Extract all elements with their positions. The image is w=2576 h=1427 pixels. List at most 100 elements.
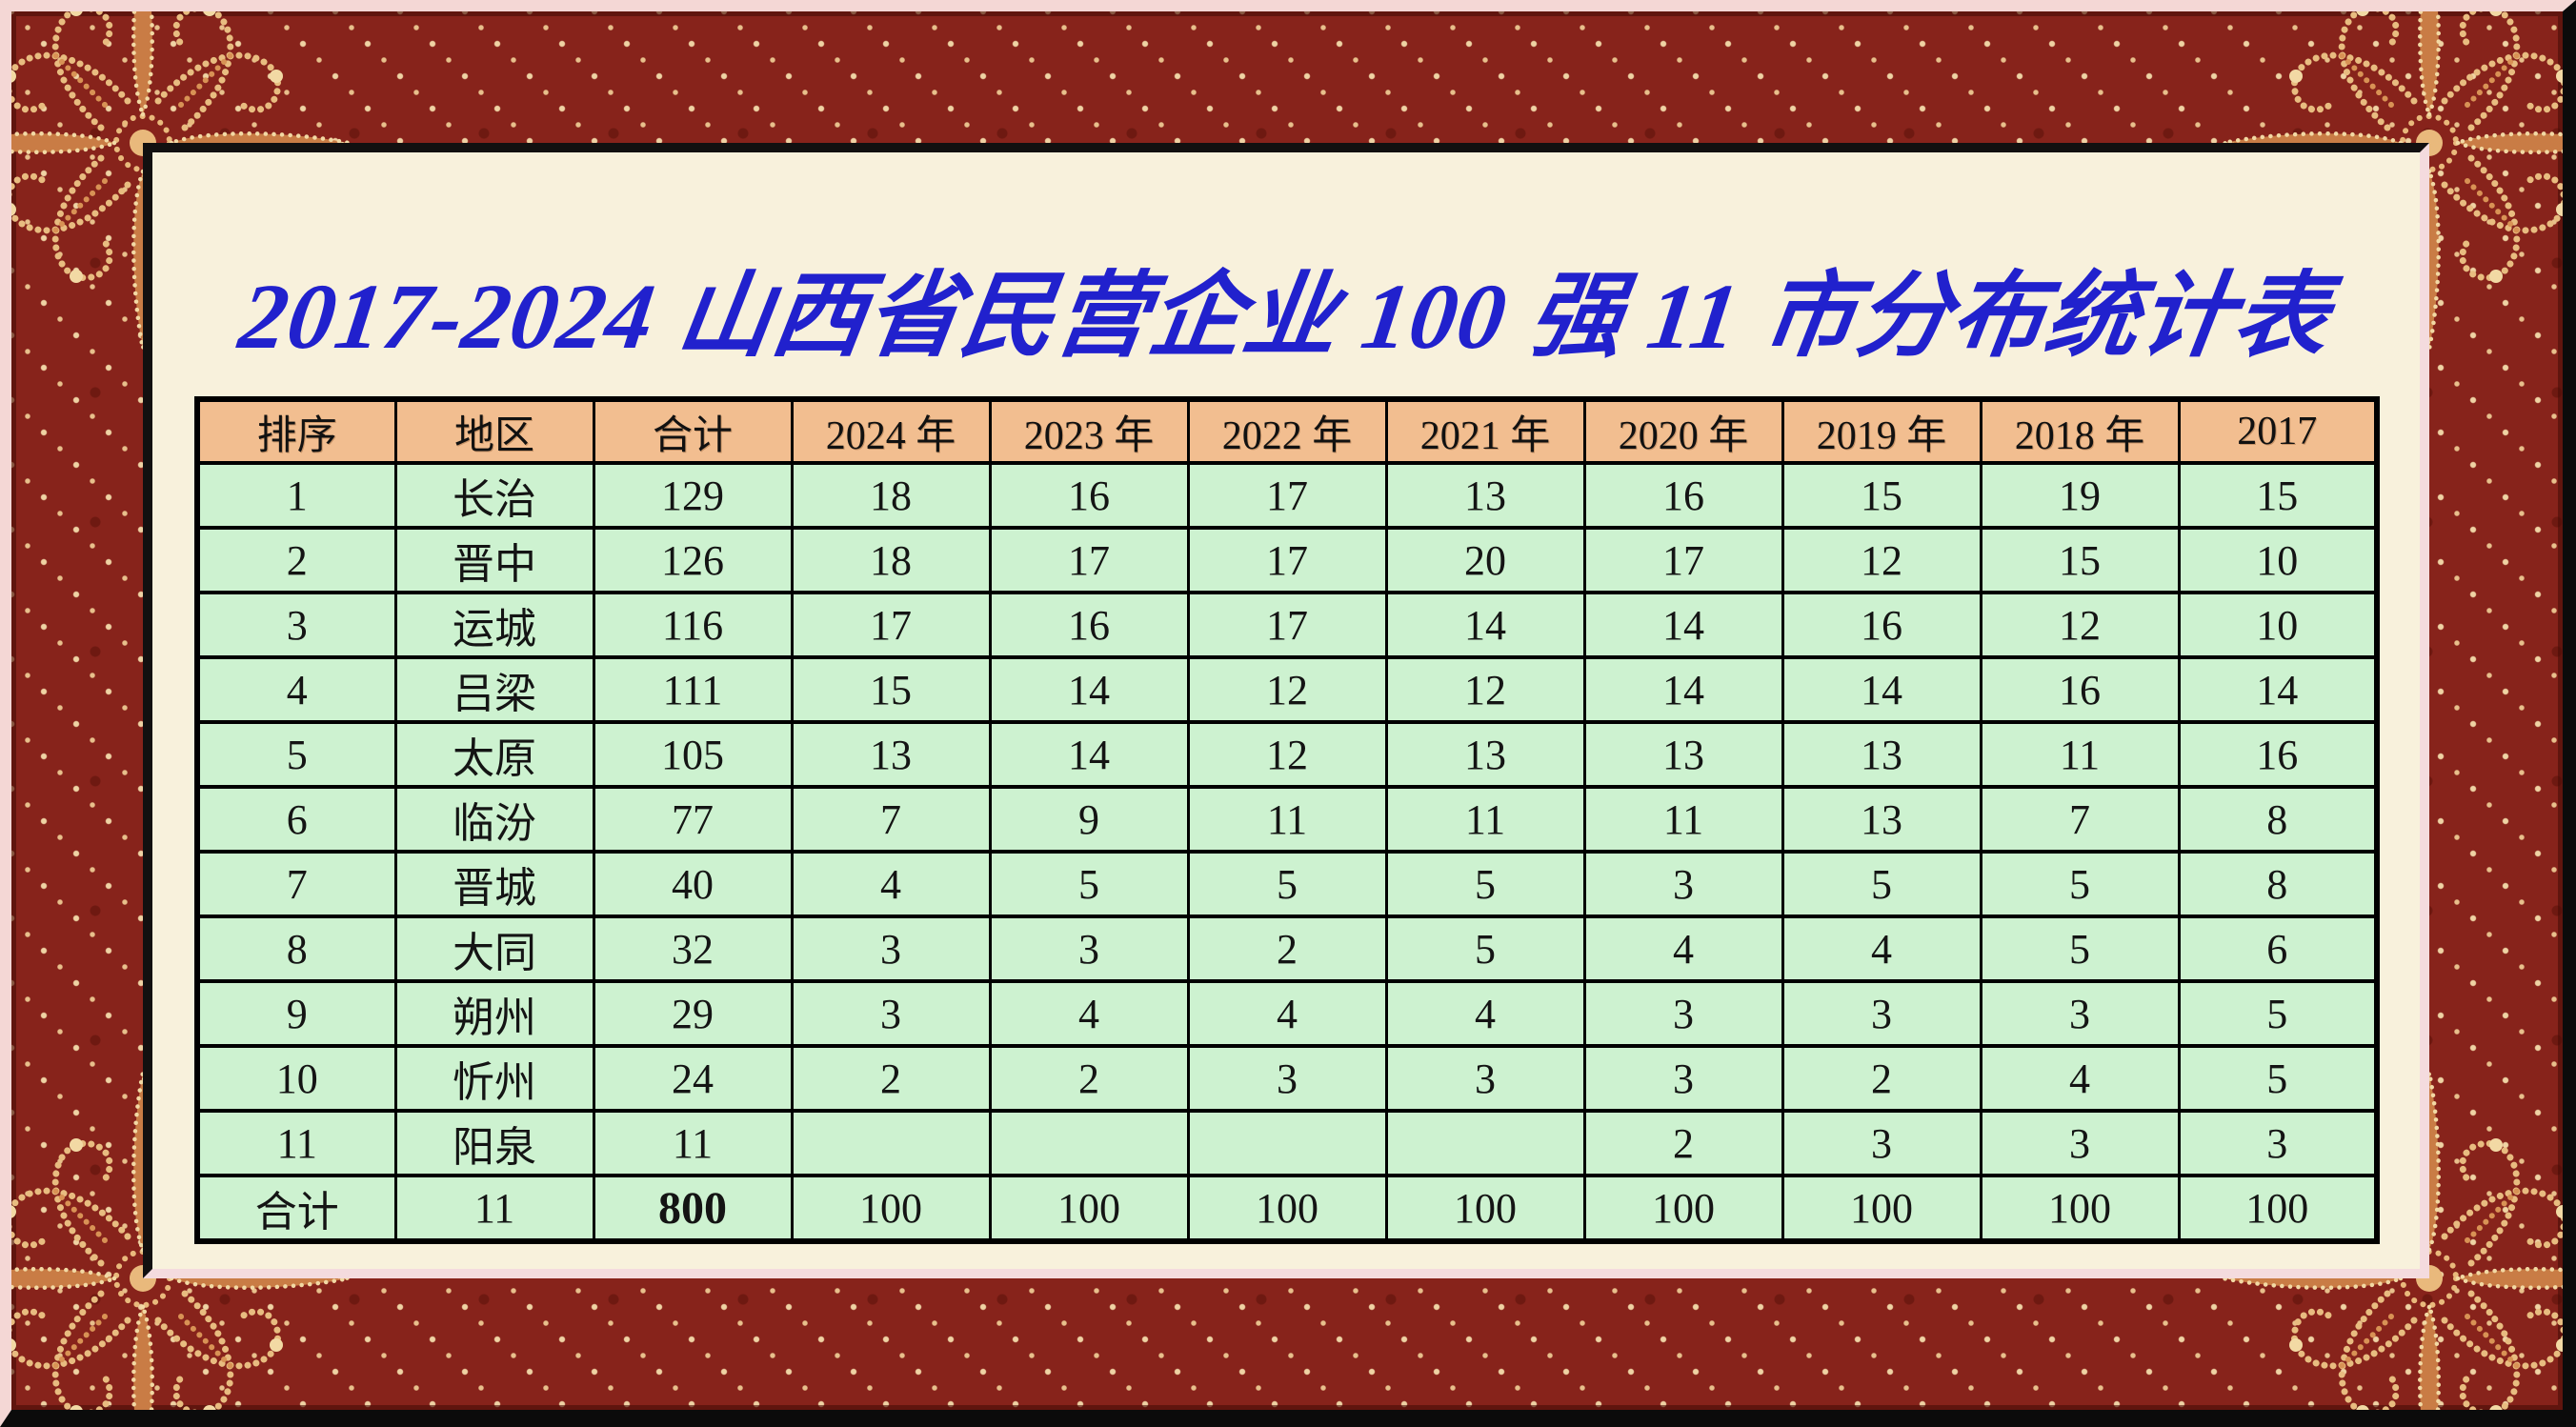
table-cell: 10 <box>2177 526 2379 594</box>
table-cell: 2 <box>988 1044 1190 1113</box>
table-cell: 6 <box>195 785 397 854</box>
table-cell: 3 <box>1186 1044 1388 1113</box>
table-cell: 11 <box>1979 720 2181 789</box>
table-cell: 16 <box>1979 655 2181 724</box>
table-row: 1 长治 129 18 16 17 13 16 15 19 15 <box>195 461 2379 530</box>
table-cell: 17 <box>790 591 992 659</box>
table-row: 6 临汾 77 7 9 11 11 11 13 7 8 <box>195 785 2379 854</box>
stats-table: 排序 地区 合计 2024 年 2023 年 2022 年 2021 年 2020 年 2019… <box>194 396 2380 1244</box>
table-cell: 4 <box>988 979 1190 1048</box>
table-cell: 100 <box>988 1174 1190 1243</box>
table-cell: 100 <box>790 1174 992 1243</box>
table-cell: 8 <box>195 914 397 983</box>
table-cell: 5 <box>1384 914 1586 983</box>
table-cell: 17 <box>1582 526 1784 594</box>
table-cell: 忻州 <box>393 1044 595 1113</box>
table-cell: 16 <box>988 461 1190 530</box>
content-panel: 2017-2024 山西省民营企业 100 强 11 市分布统计表 排序 地区 合计… <box>143 143 2429 1278</box>
table-cell: 2 <box>1582 1109 1784 1177</box>
table-row: 11 阳泉 11 2 3 3 3 <box>195 1109 2379 1177</box>
table-cell: 1 <box>195 461 397 530</box>
table-cell: 14 <box>1582 591 1784 659</box>
table-cell: 14 <box>988 720 1190 789</box>
table-cell: 临汾 <box>393 785 595 854</box>
table-cell: 9 <box>195 979 397 1048</box>
table-cell: 5 <box>1781 850 1982 918</box>
table-cell: 12 <box>1186 720 1388 789</box>
table-cell: 14 <box>1582 655 1784 724</box>
table-cell: 2 <box>195 526 397 594</box>
table-cell: 12 <box>1384 655 1586 724</box>
table-cell: 12 <box>1186 655 1388 724</box>
table-cell: 3 <box>1781 1109 1982 1177</box>
table-cell: 3 <box>1979 1109 2181 1177</box>
table-cell: 24 <box>592 1044 794 1113</box>
table-cell: 4 <box>1186 979 1388 1048</box>
table-cell: 4 <box>1384 979 1586 1048</box>
table-cell <box>1384 1109 1586 1177</box>
table-cell: 5 <box>1384 850 1586 918</box>
table-cell: 3 <box>195 591 397 659</box>
table-cell: 13 <box>1781 785 1982 854</box>
table-cell: 3 <box>1582 979 1784 1048</box>
table-cell: 8 <box>2177 850 2379 918</box>
table-cell: 18 <box>790 526 992 594</box>
table-row: 4 吕梁 111 15 14 12 12 14 14 16 14 <box>195 655 2379 724</box>
table-cell: 10 <box>2177 591 2379 659</box>
table-cell: 吕梁 <box>393 655 595 724</box>
table-cell: 4 <box>790 850 992 918</box>
column-header: 2023 年 <box>988 397 1190 465</box>
table-cell <box>988 1109 1190 1177</box>
column-header: 2020 年 <box>1582 397 1784 465</box>
table-cell: 14 <box>1384 591 1586 659</box>
table-cell: 111 <box>592 655 794 724</box>
table-cell: 3 <box>1781 979 1982 1048</box>
table-cell: 12 <box>1979 591 2181 659</box>
table-cell <box>1186 1109 1388 1177</box>
table-cell: 3 <box>790 979 992 1048</box>
table-cell: 阳泉 <box>393 1109 595 1177</box>
column-header: 地区 <box>393 397 595 465</box>
table-cell: 13 <box>1384 461 1586 530</box>
table-cell: 长治 <box>393 461 595 530</box>
table-cell: 合计 <box>195 1174 397 1243</box>
table-cell: 2 <box>1781 1044 1982 1113</box>
table-cell: 11 <box>1186 785 1388 854</box>
table-cell: 13 <box>1582 720 1784 789</box>
table-cell: 大同 <box>393 914 595 983</box>
table-cell: 16 <box>988 591 1190 659</box>
table-cell: 77 <box>592 785 794 854</box>
table-cell: 15 <box>790 655 992 724</box>
table-cell: 晋城 <box>393 850 595 918</box>
table-cell: 100 <box>1979 1174 2181 1243</box>
table-cell: 13 <box>790 720 992 789</box>
table-cell: 5 <box>195 720 397 789</box>
table-cell: 3 <box>1582 1044 1784 1113</box>
table-row: 7 晋城 40 4 5 5 5 3 5 5 8 <box>195 850 2379 918</box>
table-cell: 运城 <box>393 591 595 659</box>
table-row: 5 太原 105 13 14 12 13 13 13 11 16 <box>195 720 2379 789</box>
table-cell: 800 <box>592 1174 794 1243</box>
table-cell: 17 <box>988 526 1190 594</box>
table-cell: 9 <box>988 785 1190 854</box>
table-cell: 32 <box>592 914 794 983</box>
table-row: 2 晋中 126 18 17 17 20 17 12 15 10 <box>195 526 2379 594</box>
table-cell: 3 <box>790 914 992 983</box>
table-cell: 11 <box>592 1109 794 1177</box>
table-cell: 11 <box>1582 785 1784 854</box>
table-cell: 5 <box>2177 979 2379 1048</box>
table-cell: 15 <box>1781 461 1982 530</box>
table-cell: 5 <box>1186 850 1388 918</box>
table-cell: 15 <box>2177 461 2379 530</box>
table-cell: 100 <box>2177 1174 2379 1243</box>
table-row: 8 大同 32 3 3 2 5 4 4 5 6 <box>195 914 2379 983</box>
table-cell: 116 <box>592 591 794 659</box>
table-cell: 14 <box>1781 655 1982 724</box>
table-cell: 8 <box>2177 785 2379 854</box>
table-cell: 3 <box>988 914 1190 983</box>
table-cell: 3 <box>1384 1044 1586 1113</box>
table-cell: 16 <box>1582 461 1784 530</box>
table-cell: 2 <box>1186 914 1388 983</box>
column-header: 2024 年 <box>790 397 992 465</box>
table-cell: 16 <box>2177 720 2379 789</box>
